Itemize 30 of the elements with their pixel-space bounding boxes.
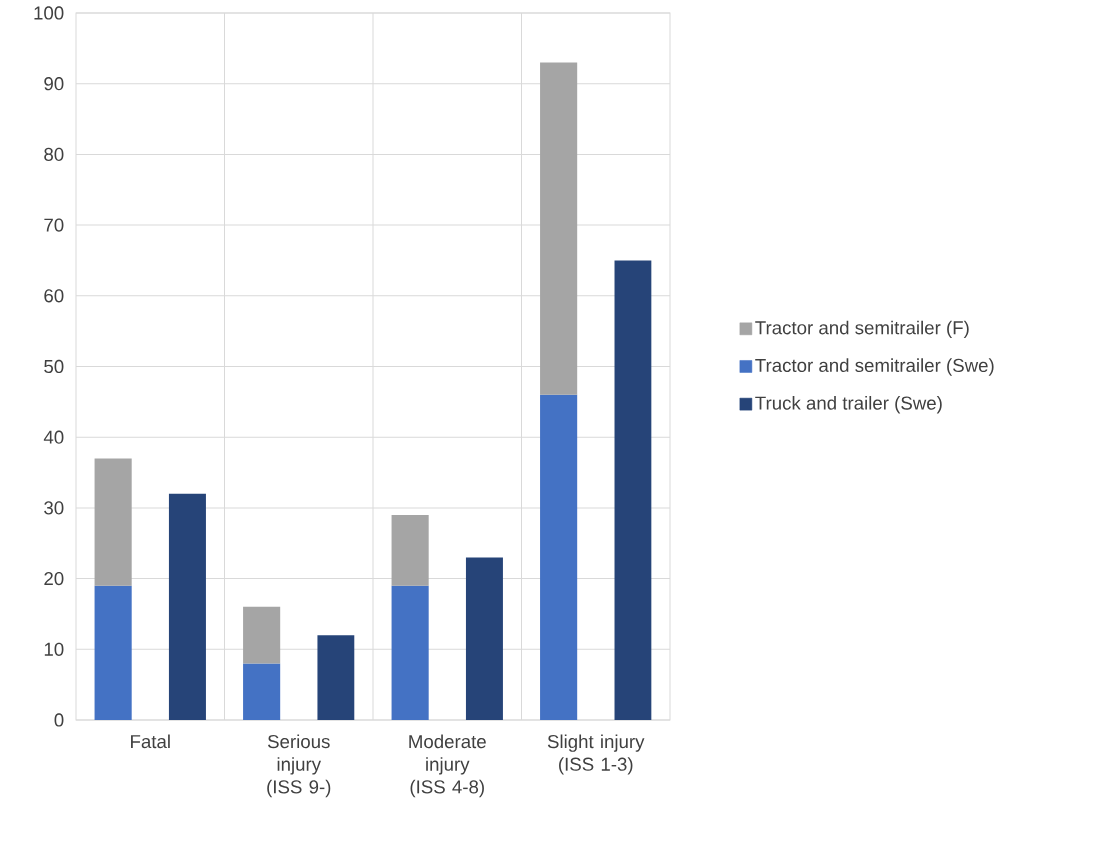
x-tick-label: Fatal (131, 734, 170, 749)
bar (540, 394, 578, 720)
legend-label: Truck and trailer (Swe) (755, 395, 942, 414)
x-tick-label: Moderate injury (ISS 4-8) (409, 734, 486, 798)
y-tick-label: 0 (54, 713, 64, 727)
y-tick-label: 20 (44, 571, 64, 586)
bar (614, 260, 652, 720)
bar (540, 62, 578, 395)
y-tick-label: 30 (44, 501, 64, 515)
bar (465, 557, 503, 720)
y-tick-label: 100 (34, 6, 64, 20)
bar (243, 663, 281, 720)
y-tick-label: 60 (44, 289, 64, 303)
x-tick-label: Serious injury (ISS 9-) (267, 734, 331, 798)
bar (391, 585, 429, 720)
bar (94, 585, 132, 720)
bar (168, 493, 206, 720)
bar (243, 606, 281, 664)
y-tick-label: 40 (43, 430, 64, 444)
legend-label: Tractor and semitrailer (Swe) (755, 358, 994, 376)
bar (94, 458, 132, 586)
y-tick-label: 10 (44, 642, 64, 656)
legend-label: Tractor and semitrailer (F) (755, 320, 969, 339)
bar (391, 514, 429, 586)
x-tick-label: Slight injury (ISS 1-3) (547, 734, 645, 775)
y-tick-label: 70 (44, 218, 64, 232)
bar (317, 635, 355, 720)
y-tick-label: 90 (44, 77, 64, 91)
y-tick-label: 50 (44, 359, 64, 374)
y-tick-label: 80 (44, 147, 64, 161)
